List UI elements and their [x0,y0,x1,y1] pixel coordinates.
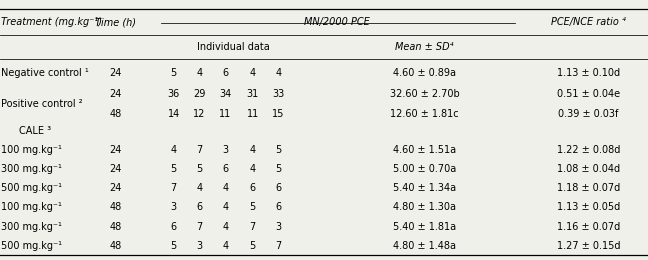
Text: 7: 7 [196,222,203,232]
Text: 5: 5 [249,203,256,212]
Text: 7: 7 [275,241,282,251]
Text: 48: 48 [110,203,121,212]
Text: 6: 6 [222,68,229,78]
Text: 100 mg.kg⁻¹: 100 mg.kg⁻¹ [1,203,62,212]
Text: Mean ± SD⁴: Mean ± SD⁴ [395,42,454,52]
Text: 31: 31 [247,89,259,99]
Text: 1.08 ± 0.04d: 1.08 ± 0.04d [557,164,620,174]
Text: Time (h): Time (h) [95,17,136,27]
Text: 5: 5 [275,164,282,174]
Text: 33: 33 [273,89,284,99]
Text: 7: 7 [249,222,256,232]
Text: 6: 6 [249,183,256,193]
Text: 4: 4 [222,241,229,251]
Text: 5: 5 [170,164,177,174]
Text: 1.13 ± 0.10d: 1.13 ± 0.10d [557,68,620,78]
Text: 1.13 ± 0.05d: 1.13 ± 0.05d [557,203,620,212]
Text: 1.22 ± 0.08d: 1.22 ± 0.08d [557,145,620,155]
Text: 4: 4 [249,164,256,174]
Text: 32.60 ± 2.70b: 32.60 ± 2.70b [389,89,459,99]
Text: 5.40 ± 1.81a: 5.40 ± 1.81a [393,222,456,232]
Text: 4.80 ± 1.48a: 4.80 ± 1.48a [393,241,456,251]
Text: 4: 4 [222,183,229,193]
Text: 11: 11 [220,109,231,119]
Text: 11: 11 [247,109,259,119]
Text: 3: 3 [196,241,203,251]
Text: 500 mg.kg⁻¹: 500 mg.kg⁻¹ [1,183,62,193]
Text: 3: 3 [222,145,229,155]
Text: 24: 24 [109,145,122,155]
Text: 48: 48 [110,241,121,251]
Text: CALE ³: CALE ³ [19,126,52,136]
Text: 300 mg.kg⁻¹: 300 mg.kg⁻¹ [1,222,62,232]
Text: 12: 12 [193,109,206,119]
Text: 14: 14 [168,109,179,119]
Text: Positive control ²: Positive control ² [1,99,83,109]
Text: 1.16 ± 0.07d: 1.16 ± 0.07d [557,222,620,232]
Text: Negative control ¹: Negative control ¹ [1,68,89,78]
Text: 5: 5 [170,68,177,78]
Text: 24: 24 [109,89,122,99]
Text: 6: 6 [196,203,203,212]
Text: 24: 24 [109,68,122,78]
Text: 6: 6 [275,203,282,212]
Text: 48: 48 [110,222,121,232]
Text: 1.27 ± 0.15d: 1.27 ± 0.15d [557,241,620,251]
Text: PCE/NCE ratio ⁴: PCE/NCE ratio ⁴ [551,17,626,27]
Text: 0.51 ± 0.04e: 0.51 ± 0.04e [557,89,620,99]
Text: 5: 5 [275,145,282,155]
Text: 24: 24 [109,164,122,174]
Text: 4.60 ± 1.51a: 4.60 ± 1.51a [393,145,456,155]
Text: 6: 6 [222,164,229,174]
Text: 4: 4 [170,145,177,155]
Text: 5.00 ± 0.70a: 5.00 ± 0.70a [393,164,456,174]
Text: 36: 36 [168,89,179,99]
Text: 4: 4 [196,183,203,193]
Text: 6: 6 [275,183,282,193]
Text: 5: 5 [196,164,203,174]
Text: 3: 3 [170,203,177,212]
Text: 100 mg.kg⁻¹: 100 mg.kg⁻¹ [1,145,62,155]
Text: Individual data: Individual data [197,42,270,52]
Text: 5: 5 [170,241,177,251]
Text: 4: 4 [275,68,282,78]
Text: 4: 4 [249,68,256,78]
Text: 4: 4 [249,145,256,155]
Text: 4: 4 [196,68,203,78]
Text: 29: 29 [193,89,206,99]
Text: 7: 7 [170,183,177,193]
Text: Treatment (mg.kg⁻¹): Treatment (mg.kg⁻¹) [1,17,102,27]
Text: MN/2000 PCE: MN/2000 PCE [304,17,370,27]
Text: 500 mg.kg⁻¹: 500 mg.kg⁻¹ [1,241,62,251]
Text: 5: 5 [249,241,256,251]
Text: 3: 3 [275,222,282,232]
Text: 7: 7 [196,145,203,155]
Text: 6: 6 [170,222,177,232]
Text: 48: 48 [110,109,121,119]
Text: 4: 4 [222,222,229,232]
Text: 1.18 ± 0.07d: 1.18 ± 0.07d [557,183,620,193]
Text: 15: 15 [272,109,285,119]
Text: 300 mg.kg⁻¹: 300 mg.kg⁻¹ [1,164,62,174]
Text: 0.39 ± 0.03f: 0.39 ± 0.03f [558,109,619,119]
Text: 24: 24 [109,183,122,193]
Text: 12.60 ± 1.81c: 12.60 ± 1.81c [390,109,459,119]
Text: 4: 4 [222,203,229,212]
Text: 4.60 ± 0.89a: 4.60 ± 0.89a [393,68,456,78]
Text: 4.80 ± 1.30a: 4.80 ± 1.30a [393,203,456,212]
Text: 34: 34 [220,89,231,99]
Text: 5.40 ± 1.34a: 5.40 ± 1.34a [393,183,456,193]
